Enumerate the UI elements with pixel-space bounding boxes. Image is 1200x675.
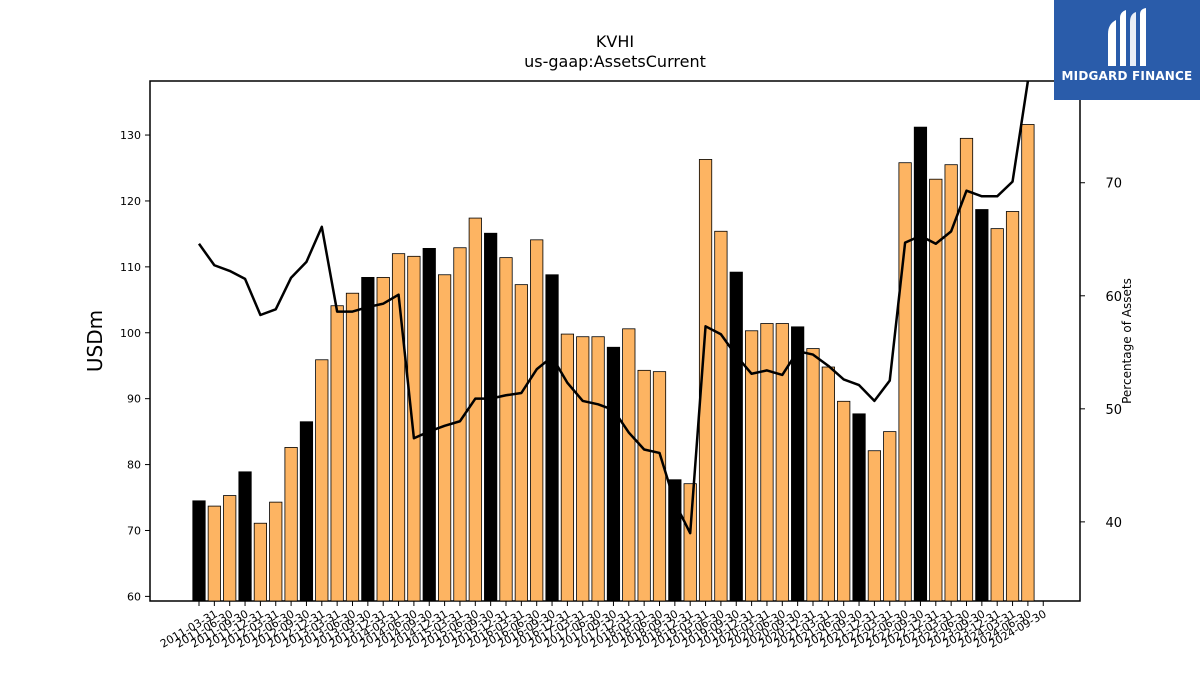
bar-2021-12-31: [867, 450, 882, 602]
right-tick-label: 40: [1105, 516, 1122, 531]
bar-2021-09-30: [852, 413, 866, 602]
bar-2012-06-30: [284, 447, 298, 602]
bar-2014-12-31: [437, 274, 452, 602]
bar-2019-09-30: [729, 271, 743, 602]
chart-subtitle: us-gaap:AssetsCurrent: [524, 52, 706, 71]
bar-2022-06-30: [898, 162, 912, 602]
bar-2018-06-30: [652, 371, 667, 602]
left-tick-label: 60: [127, 590, 141, 603]
bar-2018-03-31: [637, 369, 651, 602]
bar-2018-12-31: [683, 483, 697, 602]
left-axis-ticks: 60 70 80 90 100 110 120 130: [120, 129, 150, 603]
bar-2017-12-31: [622, 328, 636, 602]
bar-2023-12-31: [990, 228, 1004, 602]
bar-2011-03-31: [207, 505, 221, 602]
bar-series: [192, 124, 1035, 602]
left-tick-label: 130: [120, 129, 141, 142]
bar-2021-03-31: [821, 366, 835, 602]
y-axis-right-label: Percentage of Assets: [1120, 278, 1134, 404]
bar-2012-09-30: [299, 421, 314, 602]
brand-name: MIDGARD FINANCE: [1061, 69, 1193, 83]
bar-2023-06-30: [959, 137, 974, 602]
bar-2013-03-31: [330, 305, 344, 602]
bar-2013-09-30: [361, 276, 375, 602]
left-tick-label: 70: [127, 524, 141, 537]
bar-2024-06-30: [1021, 124, 1035, 602]
logo-mark-icon: [1108, 8, 1146, 66]
bar-2012-03-31: [269, 501, 283, 602]
bar-2022-09-30: [913, 126, 928, 602]
left-tick-label: 110: [120, 261, 141, 274]
right-axis-ticks: 40 50 60 70: [1080, 177, 1122, 531]
bar-2010-12-31: [192, 500, 206, 602]
bar-2024-03-31: [1005, 211, 1020, 602]
bar-2022-03-31: [883, 431, 897, 602]
bar-2017-06-30: [591, 336, 605, 602]
bar-2012-12-31: [315, 359, 329, 602]
bar-2020-03-31: [760, 323, 774, 602]
percentage-line: [197, 80, 1030, 535]
left-tick-label: 100: [120, 327, 141, 340]
right-tick-label: 70: [1105, 177, 1122, 192]
bar-2014-09-30: [422, 247, 436, 602]
bar-2023-09-30: [975, 209, 989, 602]
bar-2020-12-31: [806, 348, 820, 602]
right-tick-label: 50: [1105, 403, 1122, 418]
bar-2018-09-30: [668, 479, 682, 602]
bar-2016-06-30: [530, 239, 544, 602]
bar-2019-12-31: [745, 330, 759, 602]
right-tick-label: 60: [1105, 290, 1122, 305]
bar-2015-12-31: [499, 257, 513, 602]
left-tick-label: 80: [127, 459, 141, 472]
bar-2011-12-31: [253, 522, 267, 602]
bar-2015-03-31: [453, 247, 467, 602]
bar-2020-06-30: [775, 323, 789, 602]
bar-2013-12-31: [376, 276, 390, 602]
left-tick-label: 120: [120, 195, 141, 208]
bar-2017-09-30: [606, 346, 621, 602]
bar-2016-03-31: [514, 284, 528, 602]
brand-logo: MIDGARD FINANCE: [1054, 0, 1200, 100]
bar-2011-06-30: [223, 495, 237, 602]
bar-2020-09-30: [791, 326, 805, 602]
chart-title: KVHI: [595, 32, 635, 51]
bar-2011-09-30: [238, 471, 252, 602]
bar-2015-06-30: [468, 217, 482, 602]
bar-2013-06-30: [345, 292, 360, 602]
bar-2021-06-30: [837, 400, 851, 602]
left-tick-label: 90: [127, 393, 141, 406]
bar-2015-09-30: [484, 232, 498, 602]
y-axis-label: USDm: [83, 310, 107, 372]
x-axis-ticks: 2011-03-312011-06-302011-09-302011-12-31…: [158, 601, 1049, 651]
bar-2019-06-30: [714, 230, 728, 602]
bar-2017-03-31: [576, 336, 590, 602]
bar-2016-09-30: [545, 274, 559, 602]
